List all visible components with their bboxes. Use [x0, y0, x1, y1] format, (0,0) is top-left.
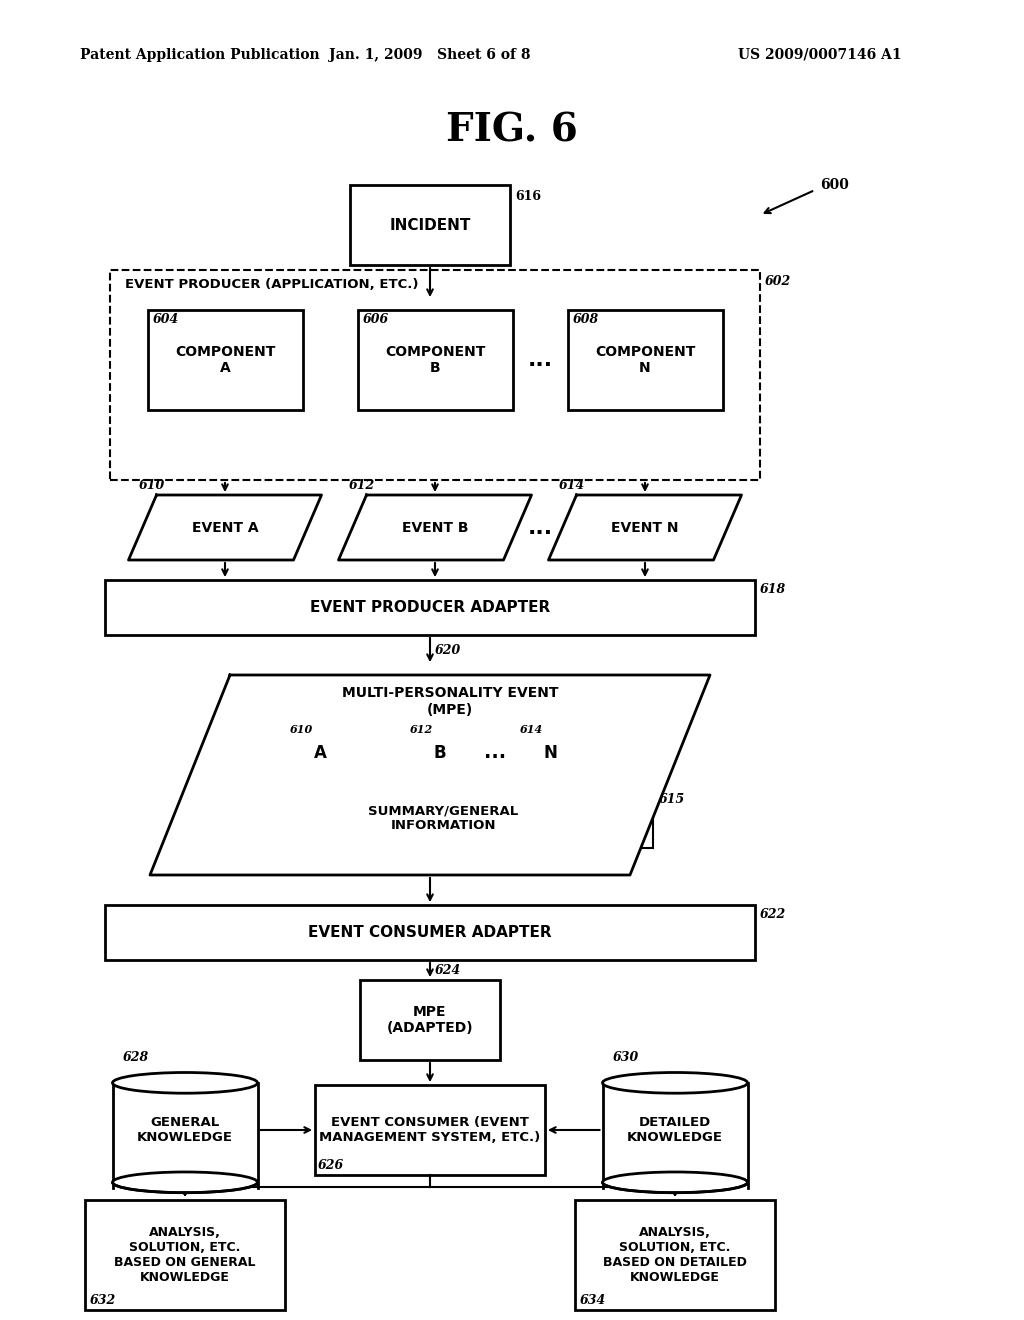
Bar [315, 1085, 545, 1175]
Ellipse shape [602, 1072, 748, 1093]
Bar [105, 906, 755, 960]
Text: ANALYSIS,
SOLUTION, ETC.
BASED ON DETAILED
KNOWLEDGE: ANALYSIS, SOLUTION, ETC. BASED ON DETAIL… [603, 1226, 746, 1284]
Bar [602, 1082, 748, 1188]
Bar [105, 579, 755, 635]
Bar [408, 725, 472, 780]
Text: 615: 615 [658, 793, 685, 807]
Bar [357, 310, 512, 411]
Bar [233, 788, 653, 847]
Text: Patent Application Publication: Patent Application Publication [80, 48, 319, 62]
Text: (MPE): (MPE) [427, 704, 473, 717]
Text: COMPONENT
B: COMPONENT B [385, 345, 485, 375]
Text: EVENT A: EVENT A [191, 520, 258, 535]
Text: 604: 604 [153, 313, 179, 326]
Bar [288, 725, 352, 780]
Bar [110, 271, 760, 480]
Text: COMPONENT
N: COMPONENT N [595, 345, 695, 375]
Polygon shape [339, 495, 531, 560]
Text: 624: 624 [435, 964, 461, 977]
Bar [350, 185, 510, 265]
Text: 602: 602 [765, 275, 792, 288]
Ellipse shape [113, 1072, 257, 1093]
Text: 610: 610 [290, 723, 312, 735]
Text: 614: 614 [519, 723, 543, 735]
Ellipse shape [602, 1172, 748, 1193]
Text: MPE
(ADAPTED): MPE (ADAPTED) [387, 1005, 473, 1035]
Text: 616: 616 [515, 190, 541, 203]
Text: EVENT PRODUCER ADAPTER: EVENT PRODUCER ADAPTER [310, 601, 550, 615]
Text: 634: 634 [580, 1294, 606, 1307]
Text: ...: ... [527, 350, 553, 370]
Polygon shape [128, 495, 322, 560]
Bar [147, 310, 302, 411]
Bar [567, 310, 723, 411]
Text: Jan. 1, 2009   Sheet 6 of 8: Jan. 1, 2009 Sheet 6 of 8 [330, 48, 530, 62]
Text: EVENT CONSUMER ADAPTER: EVENT CONSUMER ADAPTER [308, 925, 552, 940]
Text: N: N [543, 743, 557, 762]
Text: 606: 606 [362, 313, 389, 326]
Text: 614: 614 [558, 479, 585, 492]
Text: GENERAL
KNOWLEDGE: GENERAL KNOWLEDGE [137, 1115, 233, 1144]
Text: 626: 626 [318, 1159, 344, 1172]
Text: ANALYSIS,
SOLUTION, ETC.
BASED ON GENERAL
KNOWLEDGE: ANALYSIS, SOLUTION, ETC. BASED ON GENERA… [115, 1226, 256, 1284]
Text: 608: 608 [572, 313, 599, 326]
Text: 610: 610 [138, 479, 165, 492]
Bar [575, 1200, 775, 1309]
Text: 628: 628 [123, 1051, 148, 1064]
Text: B: B [434, 743, 446, 762]
Bar [360, 979, 500, 1060]
Text: COMPONENT
A: COMPONENT A [175, 345, 275, 375]
Text: DETAILED
KNOWLEDGE: DETAILED KNOWLEDGE [627, 1115, 723, 1144]
Text: EVENT B: EVENT B [401, 520, 468, 535]
Text: FIG. 6: FIG. 6 [446, 111, 578, 149]
Polygon shape [549, 495, 741, 560]
Text: EVENT N: EVENT N [611, 520, 679, 535]
Text: 618: 618 [760, 583, 786, 597]
Text: 612: 612 [410, 723, 433, 735]
Text: 622: 622 [760, 908, 786, 921]
Text: 612: 612 [348, 479, 375, 492]
Text: US 2009/0007146 A1: US 2009/0007146 A1 [738, 48, 902, 62]
Bar [517, 725, 583, 780]
Text: ...: ... [527, 517, 553, 537]
Text: 600: 600 [820, 178, 849, 191]
Text: MULTI-PERSONALITY EVENT: MULTI-PERSONALITY EVENT [342, 686, 558, 700]
Polygon shape [150, 675, 710, 875]
Bar [113, 1082, 257, 1188]
Text: EVENT CONSUMER (EVENT
MANAGEMENT SYSTEM, ETC.): EVENT CONSUMER (EVENT MANAGEMENT SYSTEM,… [319, 1115, 541, 1144]
Text: 620: 620 [435, 644, 461, 656]
Text: EVENT PRODUCER (APPLICATION, ETC.): EVENT PRODUCER (APPLICATION, ETC.) [125, 279, 419, 292]
Bar [85, 1200, 285, 1309]
Text: 632: 632 [90, 1294, 117, 1307]
Text: SUMMARY/GENERAL
INFORMATION: SUMMARY/GENERAL INFORMATION [369, 804, 518, 832]
Text: 630: 630 [612, 1051, 639, 1064]
Ellipse shape [113, 1172, 257, 1193]
Text: ...: ... [484, 743, 506, 762]
Text: A: A [313, 743, 327, 762]
Text: INCIDENT: INCIDENT [389, 218, 471, 232]
